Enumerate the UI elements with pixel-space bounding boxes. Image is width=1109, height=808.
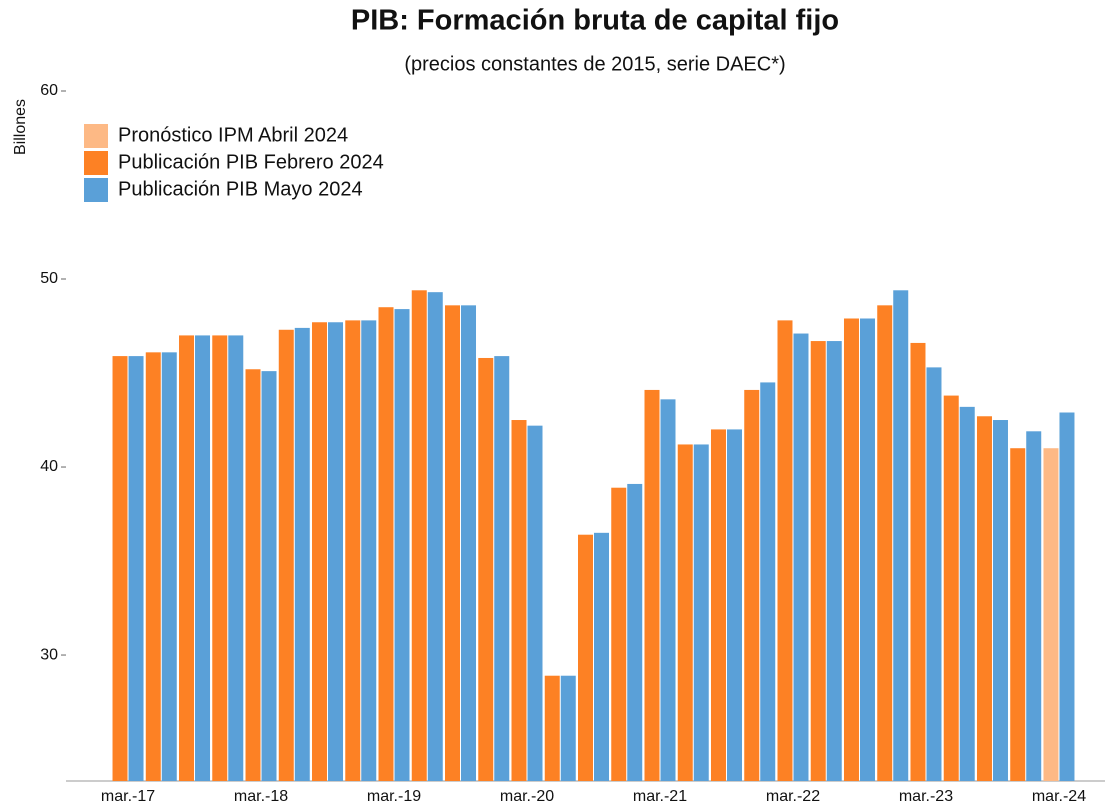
bar [278,329,294,781]
bar [445,305,461,781]
bar [677,444,693,781]
x-tick-label: mar.-23 [899,788,953,805]
bar [826,341,842,781]
bar [726,429,742,781]
bar [660,399,676,781]
legend-label: Publicación PIB Mayo 2024 [118,178,363,200]
x-tick-label: mar.-19 [367,788,421,805]
bar [976,416,992,781]
bar [228,335,244,781]
bar [744,389,760,781]
x-tick-label: mar.-20 [500,788,554,805]
bar [560,675,576,781]
bar [195,335,211,781]
bar [992,420,1008,781]
x-tick-label: mar.-22 [766,788,820,805]
bar [345,320,361,781]
x-tick-label: mar.-24 [1032,788,1086,805]
bar [1059,412,1075,781]
x-tick-label: mar.-17 [101,788,155,805]
bar [511,420,527,781]
bar [411,290,427,781]
bar [294,327,310,781]
bar [212,335,228,781]
bar [427,292,443,781]
legend-label: Publicación PIB Febrero 2024 [118,151,384,173]
y-tick-label: 50 [40,270,58,287]
bar [611,487,627,781]
bar [859,318,875,781]
bar [959,406,975,781]
bar [910,342,926,781]
bar [145,352,161,781]
bar [179,335,195,781]
y-axis-label: Billones [12,99,29,155]
bar [128,356,144,781]
bar [527,425,543,781]
bar [361,320,377,781]
bar [877,305,893,781]
legend-swatch [84,178,108,202]
chart-title: PIB: Formación bruta de capital fijo [351,5,839,37]
bar [893,290,909,781]
y-tick-label: 30 [40,646,58,663]
bar [328,322,344,781]
legend-swatch [84,124,108,148]
bar [810,341,826,781]
bar [544,675,560,781]
bar [843,318,859,781]
legend-swatch [84,151,108,175]
bar [461,305,477,781]
y-tick-label: 60 [40,82,58,99]
bar [394,309,410,781]
bar [312,322,328,781]
bar [494,356,510,781]
bar [693,444,709,781]
bar [161,352,177,781]
y-tick-label: 40 [40,458,58,475]
bar [378,307,394,781]
bar [245,369,261,781]
bar [578,534,593,781]
legend-label: Pronóstico IPM Abril 2024 [118,124,348,146]
bar [644,389,660,781]
bar [112,356,128,781]
chart-subtitle: (precios constantes de 2015, serie DAEC*… [404,53,785,75]
x-tick-label: mar.-21 [633,788,687,805]
bar [926,367,942,781]
bar [1043,448,1059,781]
bar [710,429,726,781]
x-tick-label: mar.-18 [234,788,288,805]
bar [1026,431,1042,781]
bar [760,382,776,781]
bar [261,371,277,781]
bar [1010,448,1026,781]
bar [793,333,809,781]
bar [594,532,609,781]
bar [478,357,494,781]
bar [777,320,793,781]
bar [627,483,643,781]
bar [943,395,959,781]
